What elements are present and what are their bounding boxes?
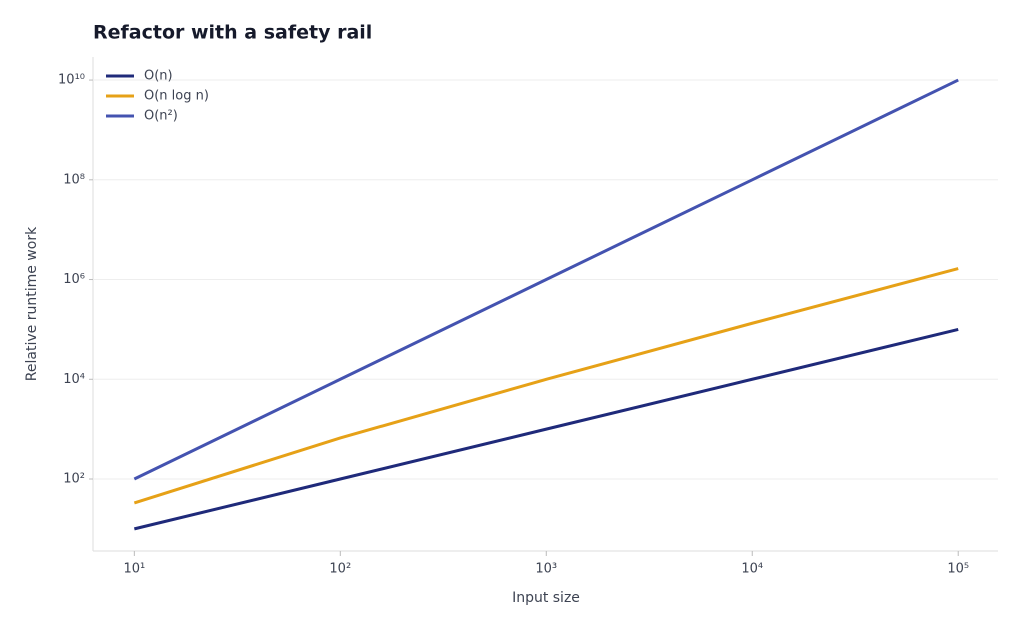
- x-tick-label: 10¹: [123, 562, 145, 577]
- series-line: [133, 78, 959, 481]
- series-line: [133, 267, 959, 505]
- y-axis-label: Relative runtime work: [24, 226, 40, 381]
- x-tick-label: 10⁴: [741, 562, 763, 577]
- chart-title: Refactor with a safety rail: [93, 22, 372, 44]
- y-tick-label: 10⁸: [63, 172, 85, 187]
- x-tick-label: 10⁵: [947, 562, 969, 577]
- y-tick-label: 10¹⁰: [58, 73, 85, 88]
- legend-label: O(n²): [144, 109, 178, 124]
- legend-label: O(n log n): [144, 89, 209, 104]
- y-tick-label: 10⁶: [63, 272, 85, 287]
- x-tick-label: 10³: [535, 562, 557, 577]
- y-tick-label: 10²: [63, 472, 85, 487]
- x-tick-label: 10²: [329, 562, 351, 577]
- series-line: [133, 327, 959, 531]
- legend-label: O(n): [144, 69, 173, 84]
- y-tick-label: 10⁴: [63, 372, 85, 387]
- x-axis-label: Input size: [512, 590, 580, 606]
